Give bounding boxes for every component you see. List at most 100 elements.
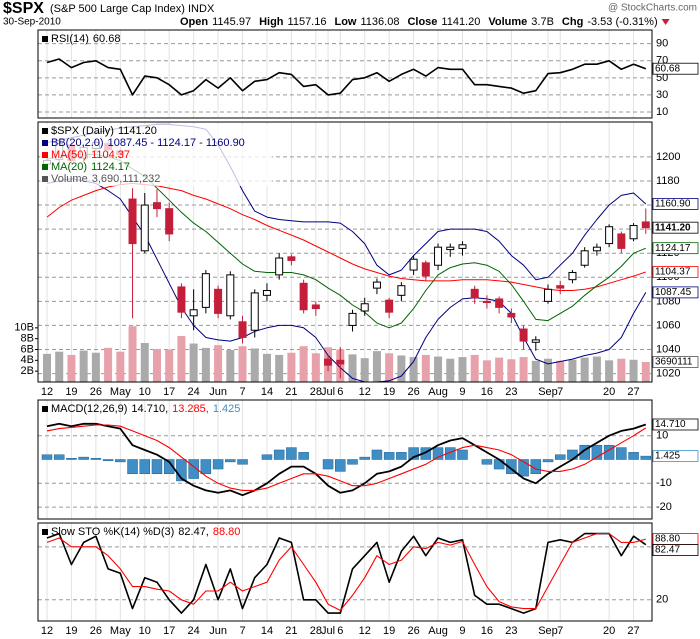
- volume-bar: [116, 351, 125, 382]
- legend-text: Volume: [51, 173, 88, 185]
- x-tick-label: 7: [239, 386, 245, 398]
- value-label: 82.47: [655, 545, 680, 556]
- histogram-bar: [445, 447, 456, 460]
- value-box: [652, 221, 699, 234]
- candle-body: [311, 304, 320, 310]
- y-tick-label: 20: [656, 594, 668, 606]
- legend-text: 3,690,111,232: [92, 173, 161, 185]
- x-tick-label: 20: [603, 625, 615, 637]
- legend-text: 1141.20: [118, 125, 157, 137]
- volume-bar: [470, 354, 479, 382]
- x-tick-label: 12: [41, 386, 53, 398]
- legend-text: 1.425: [213, 403, 241, 415]
- x-tick-label: 26: [407, 625, 419, 637]
- candle-body: [336, 359, 345, 365]
- volume-bar: [348, 354, 357, 382]
- histogram-bar: [225, 459, 236, 463]
- legend-text: MA(20): [51, 161, 87, 173]
- x-tick-label: 10: [139, 625, 151, 637]
- candle-body: [556, 285, 565, 289]
- x-tick-label: 10: [139, 386, 151, 398]
- stats: Open 1145.97 High 1157.16 Low 1136.08 Close 114…: [180, 16, 658, 28]
- candle-body: [629, 225, 638, 240]
- volume-bar: [275, 354, 284, 382]
- x-tick-label: 7: [239, 625, 245, 637]
- y-tick-label: 70: [656, 55, 668, 67]
- volume-bar: [79, 350, 88, 382]
- value-box: [652, 356, 699, 368]
- plot-area: [38, 30, 652, 118]
- volume-bar: [458, 357, 467, 382]
- x-tick-label: 14: [261, 625, 273, 637]
- stat-label: Chg: [562, 16, 583, 28]
- value-label: 1141.20: [655, 222, 691, 233]
- x-tick-label: Jun: [209, 625, 227, 637]
- candle-body: [605, 226, 614, 245]
- volume-bar: [531, 360, 540, 382]
- volume-bar: [360, 358, 369, 382]
- histogram-bar: [591, 444, 603, 460]
- candle-body: [531, 339, 540, 343]
- plot-area: [38, 523, 652, 621]
- x-tick-label: 17: [163, 625, 175, 637]
- y2-tick-label: 8B: [21, 333, 34, 345]
- candle-body: [409, 258, 418, 271]
- legend-text: 88.80: [213, 526, 241, 538]
- volume-bar: [629, 359, 638, 382]
- histogram-bar: [139, 459, 151, 475]
- panel-frame: [37, 522, 653, 622]
- line-series: [46, 424, 647, 491]
- volume-bar: [421, 354, 430, 382]
- candle-body: [568, 271, 577, 281]
- candle-body: [385, 299, 394, 313]
- volume-bar: [287, 352, 296, 382]
- x-tick-label: May: [110, 625, 131, 637]
- legend-icon: [42, 36, 48, 42]
- value-label: 88.80: [655, 534, 680, 545]
- candle-body: [495, 298, 504, 308]
- histogram-bar: [188, 459, 199, 479]
- symbol: $SPX: [3, 0, 44, 17]
- x-tick-label: 20: [603, 386, 615, 398]
- candle-body: [519, 328, 528, 342]
- candle-body: [470, 288, 479, 299]
- x-tick-label: 24: [188, 386, 200, 398]
- security-name: (S&P 500 Large Cap Index) INDX: [50, 3, 215, 15]
- line-series: [46, 532, 647, 614]
- x-tick-label: Sep: [538, 625, 558, 637]
- legend-text: 1124.17: [91, 161, 130, 173]
- stat-value: 1145.97: [212, 16, 251, 28]
- y2-tick-label: 2B: [21, 365, 34, 377]
- x-tick-label: May: [110, 386, 131, 398]
- candle-body: [128, 198, 137, 245]
- x-tick-label: 14: [261, 386, 273, 398]
- legend-text: $SPX (Daily): [51, 125, 114, 137]
- histogram-bar: [261, 454, 273, 460]
- histogram-bar: [78, 456, 89, 460]
- volume-bar: [299, 346, 308, 382]
- y-tick-label: -20: [656, 501, 672, 513]
- stat-label: High: [259, 16, 284, 28]
- histogram-bar: [396, 452, 407, 460]
- histogram-bar: [359, 456, 370, 460]
- y-tick-label: 30: [656, 89, 668, 101]
- value-label: 1104.37: [655, 267, 691, 278]
- stat-label: Low: [334, 16, 356, 28]
- panel-frame: [37, 29, 653, 119]
- legend-text: 13.285,: [172, 403, 209, 415]
- value-box: [652, 544, 699, 556]
- histogram-bar: [518, 459, 529, 477]
- x-tick-label: 12: [359, 625, 371, 637]
- histogram-bar: [383, 452, 395, 460]
- volume-bar: [544, 358, 553, 382]
- stat-value: 3.7B: [531, 16, 554, 28]
- histogram-bar: [53, 454, 65, 460]
- line-series: [46, 58, 647, 96]
- value-box: [652, 198, 699, 210]
- value-label: 1.425: [655, 451, 680, 462]
- volume-bar: [507, 359, 516, 382]
- legend-text: RSI(14): [51, 33, 89, 45]
- histogram-bar: [212, 459, 224, 470]
- y-tick-label: 1060: [656, 319, 680, 331]
- volume-bar: [177, 335, 186, 382]
